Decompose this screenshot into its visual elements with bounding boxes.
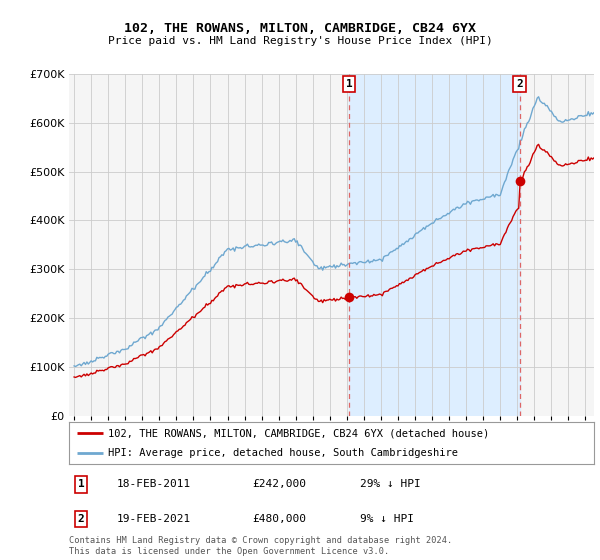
Text: 18-FEB-2011: 18-FEB-2011 — [117, 479, 191, 489]
Text: £242,000: £242,000 — [252, 479, 306, 489]
Text: 2: 2 — [77, 514, 85, 524]
Text: 102, THE ROWANS, MILTON, CAMBRIDGE, CB24 6YX (detached house): 102, THE ROWANS, MILTON, CAMBRIDGE, CB24… — [109, 428, 490, 438]
Text: Contains HM Land Registry data © Crown copyright and database right 2024.
This d: Contains HM Land Registry data © Crown c… — [69, 536, 452, 556]
Text: 1: 1 — [346, 79, 352, 89]
Text: 2: 2 — [516, 79, 523, 89]
Bar — [349, 74, 520, 416]
Text: 9% ↓ HPI: 9% ↓ HPI — [360, 514, 414, 524]
Text: Price paid vs. HM Land Registry's House Price Index (HPI): Price paid vs. HM Land Registry's House … — [107, 36, 493, 46]
Text: 19-FEB-2021: 19-FEB-2021 — [117, 514, 191, 524]
Text: 29% ↓ HPI: 29% ↓ HPI — [360, 479, 421, 489]
Text: £480,000: £480,000 — [252, 514, 306, 524]
Text: HPI: Average price, detached house, South Cambridgeshire: HPI: Average price, detached house, Sout… — [109, 448, 458, 458]
Text: 102, THE ROWANS, MILTON, CAMBRIDGE, CB24 6YX: 102, THE ROWANS, MILTON, CAMBRIDGE, CB24… — [124, 22, 476, 35]
Text: 1: 1 — [77, 479, 85, 489]
